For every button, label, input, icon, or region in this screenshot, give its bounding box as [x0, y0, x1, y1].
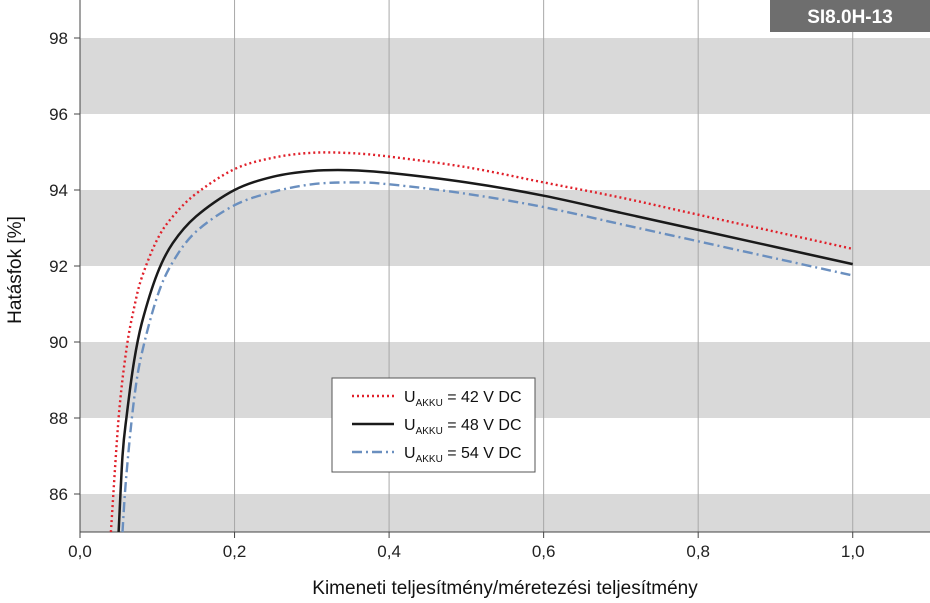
gray-band — [80, 494, 930, 532]
series-line-2 — [117, 168, 853, 533]
y-tick-label: 98 — [49, 29, 68, 48]
y-axis-title: Hatásfok [%] — [5, 216, 26, 324]
y-tick-label: 86 — [49, 485, 68, 504]
gray-band — [80, 190, 930, 266]
model-badge: SI8.0H-13 — [770, 0, 930, 32]
series-line-3 — [121, 181, 853, 533]
x-tick-label: 1,0 — [841, 542, 865, 561]
x-tick-label: 0,2 — [223, 542, 247, 561]
x-axis-title: Kimeneti teljesítmény/méretezési teljesí… — [312, 578, 698, 599]
axes — [74, 0, 930, 538]
x-tick-label: 0,8 — [686, 542, 710, 561]
legend-label-3: UAKKU = 54 V DC — [404, 445, 522, 465]
gray-band — [80, 38, 930, 114]
x-tick-label: 0,0 — [68, 542, 92, 561]
legend: UAKKU = 42 V DC UAKKU = 48 V DC UAKKU = 54… — [331, 377, 536, 473]
x-tick-labels: 0,0 0,2 0,4 0,6 0,8 1,0 — [68, 542, 864, 561]
x-tick-label: 0,6 — [532, 542, 556, 561]
model-badge-background — [770, 0, 930, 32]
legend-label-1: UAKKU = 42 V DC — [404, 389, 522, 409]
legend-label-2: UAKKU = 48 V DC — [404, 417, 522, 437]
y-tick-label: 94 — [49, 181, 68, 200]
model-badge-text: SI8.0H-13 — [807, 7, 893, 28]
y-tick-label: 90 — [49, 333, 68, 352]
y-tick-labels: 86 88 90 92 94 96 98 — [49, 29, 68, 504]
series-lines — [109, 151, 853, 533]
y-tick-label: 88 — [49, 409, 68, 428]
x-tick-label: 0,4 — [377, 542, 401, 561]
y-tick-label: 96 — [49, 105, 68, 124]
y-tick-label: 92 — [49, 257, 68, 276]
